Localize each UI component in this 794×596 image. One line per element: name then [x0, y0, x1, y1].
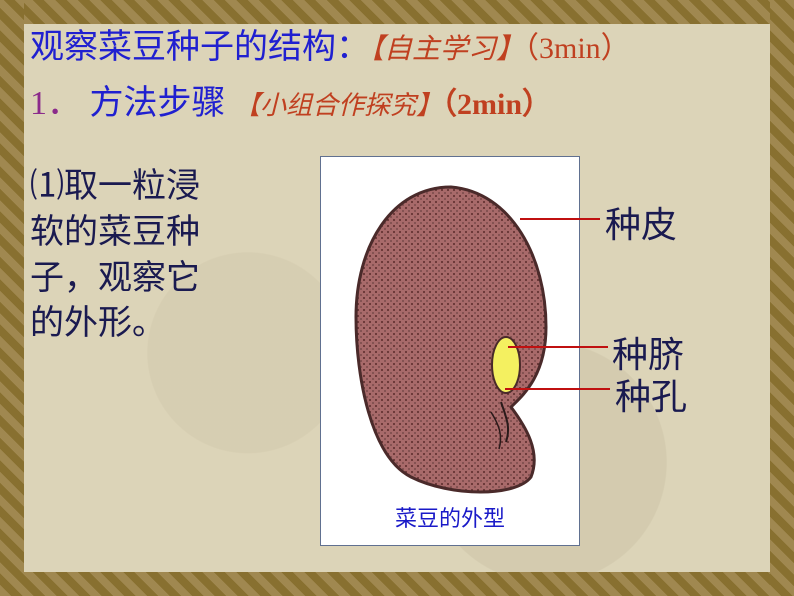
step-number: ⑴ — [30, 168, 64, 205]
title-tag: 【自主学习】 — [370, 34, 524, 65]
slide-title: 观察菜豆种子的结构：【自主学习】（3min） — [30, 28, 764, 69]
slide-subtitle: 1． 方法步骤 【小组合作探究】（2min） — [30, 75, 764, 124]
bean-diagram-box: 菜豆的外型 — [320, 156, 580, 546]
subtitle-time: （2min） — [442, 88, 552, 121]
subtitle-number: 1． — [30, 85, 81, 122]
slide-content: 观察菜豆种子的结构：【自主学习】（3min） 1． 方法步骤 【小组合作探究】（… — [30, 28, 764, 568]
title-colon: ： — [336, 29, 370, 66]
diagram-caption: 菜豆的外型 — [321, 501, 579, 533]
border-left — [0, 0, 24, 596]
bean-illustration — [351, 177, 551, 497]
border-bottom — [0, 572, 794, 596]
label-line-seedcoat — [520, 218, 600, 220]
label-line-micropyle — [505, 388, 610, 390]
label-seed-coat: 种皮 — [605, 196, 677, 248]
label-micropyle: 种孔 — [615, 368, 687, 420]
border-right — [770, 0, 794, 596]
title-time: （3min） — [524, 32, 631, 65]
step-text-block: ⑴取一粒浸软的菜豆种子，观察它的外形。 — [30, 164, 210, 348]
title-main: 观察菜豆种子的结构 — [30, 29, 336, 66]
subtitle-label: 方法步骤 — [90, 85, 226, 122]
border-top — [0, 0, 794, 24]
label-line-hilum — [508, 346, 608, 348]
subtitle-tag: 【小组合作探究】 — [234, 91, 442, 120]
